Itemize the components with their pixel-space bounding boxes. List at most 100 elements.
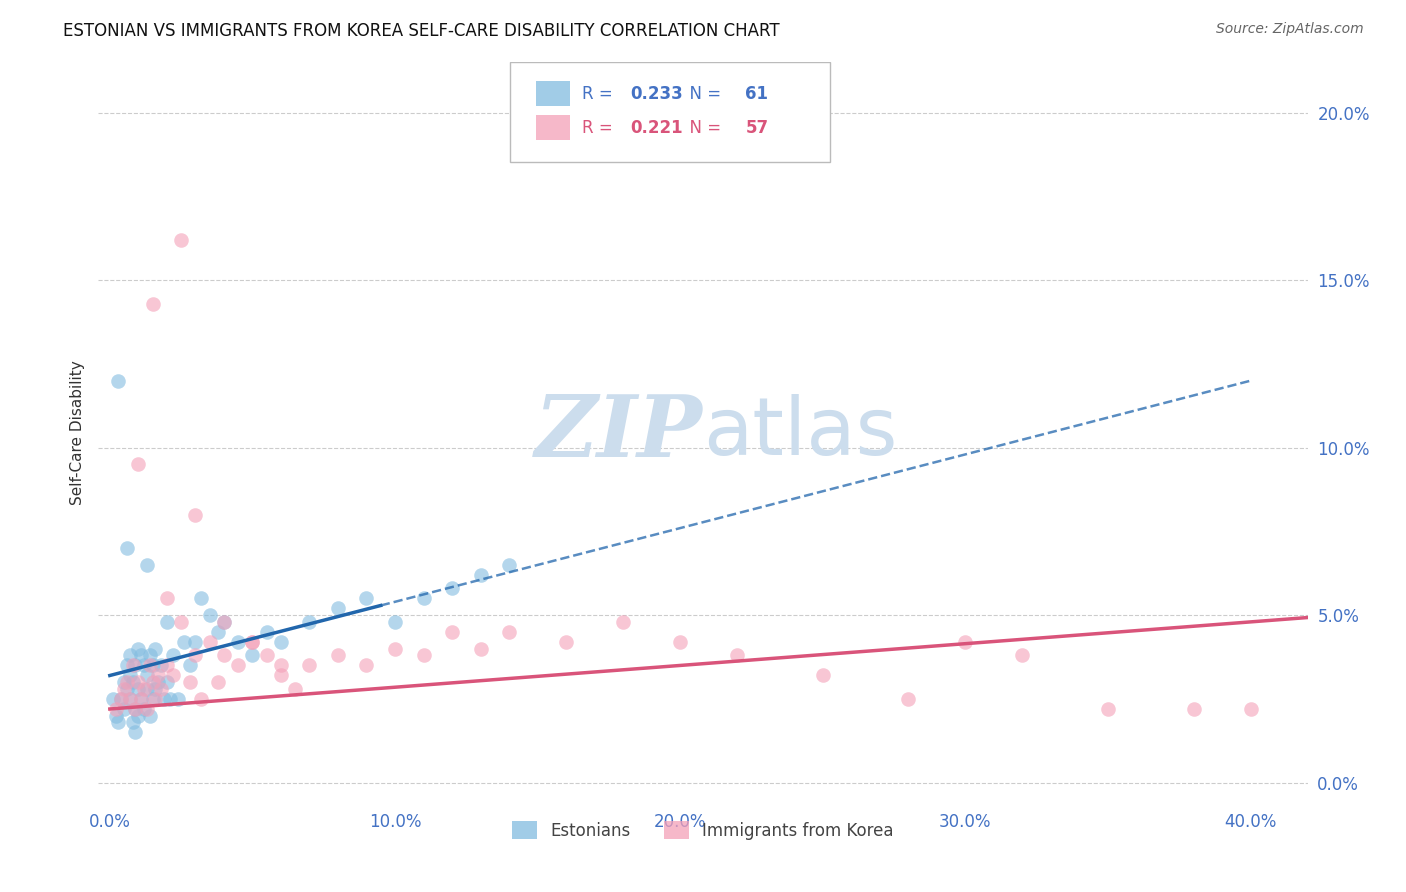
Point <box>298 658 321 673</box>
Point <box>142 675 165 690</box>
Point <box>184 648 207 663</box>
Point <box>135 558 157 572</box>
Point <box>498 624 520 639</box>
Point <box>811 668 834 682</box>
Point <box>145 641 167 656</box>
Point <box>669 635 692 649</box>
Point <box>498 558 520 572</box>
Text: N =: N = <box>679 119 725 136</box>
Point <box>356 591 378 606</box>
FancyBboxPatch shape <box>509 62 830 162</box>
Point <box>207 624 229 639</box>
Point <box>955 635 977 649</box>
Point <box>1239 702 1261 716</box>
Point <box>142 658 165 673</box>
Point <box>139 708 162 723</box>
Point <box>190 692 212 706</box>
Text: atlas: atlas <box>703 393 897 472</box>
Point <box>298 615 321 629</box>
Point <box>162 668 184 682</box>
Point <box>184 508 207 522</box>
Point <box>118 668 141 682</box>
Point <box>242 635 264 649</box>
Point <box>555 635 578 649</box>
Point <box>124 702 146 716</box>
Point <box>167 692 190 706</box>
Point <box>110 692 132 706</box>
Point <box>139 648 162 663</box>
Point <box>129 692 152 706</box>
Point <box>127 641 149 656</box>
Point <box>148 675 170 690</box>
Point <box>118 692 141 706</box>
Point <box>212 615 235 629</box>
Point <box>212 615 235 629</box>
Text: N =: N = <box>679 85 725 103</box>
Point <box>129 648 152 663</box>
Point <box>470 568 492 582</box>
Point <box>226 635 249 649</box>
Point <box>441 582 464 596</box>
Point <box>115 675 138 690</box>
Point <box>384 615 406 629</box>
Point <box>897 692 920 706</box>
Point <box>412 648 434 663</box>
Text: R =: R = <box>582 85 619 103</box>
Point <box>148 668 170 682</box>
Point <box>1097 702 1119 716</box>
Point <box>115 658 138 673</box>
Point <box>112 681 135 696</box>
Point <box>256 624 278 639</box>
Point <box>118 648 141 663</box>
Point <box>384 641 406 656</box>
Point <box>725 648 748 663</box>
Point <box>170 615 193 629</box>
Point <box>156 658 179 673</box>
Point <box>412 591 434 606</box>
Text: Source: ZipAtlas.com: Source: ZipAtlas.com <box>1216 22 1364 37</box>
Point <box>132 681 155 696</box>
Point <box>256 648 278 663</box>
Text: 0.221: 0.221 <box>630 119 683 136</box>
Point <box>156 675 179 690</box>
Text: ESTONIAN VS IMMIGRANTS FROM KOREA SELF-CARE DISABILITY CORRELATION CHART: ESTONIAN VS IMMIGRANTS FROM KOREA SELF-C… <box>63 22 780 40</box>
Point <box>284 681 307 696</box>
Point <box>115 541 138 556</box>
Point <box>132 658 155 673</box>
Text: ZIP: ZIP <box>536 391 703 475</box>
Point <box>127 708 149 723</box>
Point <box>135 681 157 696</box>
Y-axis label: Self-Care Disability: Self-Care Disability <box>69 360 84 505</box>
Point <box>470 641 492 656</box>
Point <box>145 692 167 706</box>
Text: 0.233: 0.233 <box>630 85 683 103</box>
Point <box>326 601 349 615</box>
Point <box>129 692 152 706</box>
Point <box>124 725 146 739</box>
Text: R =: R = <box>582 119 619 136</box>
Point <box>198 608 221 623</box>
Point <box>179 658 201 673</box>
Point <box>1011 648 1033 663</box>
Point <box>190 591 212 606</box>
Point <box>115 681 138 696</box>
Point <box>270 635 292 649</box>
Point <box>121 658 143 673</box>
Point <box>101 692 124 706</box>
Point <box>112 702 135 716</box>
Point <box>179 675 201 690</box>
Point <box>270 658 292 673</box>
Point <box>124 702 146 716</box>
Point <box>242 648 264 663</box>
Text: 57: 57 <box>745 119 769 136</box>
Point <box>142 692 165 706</box>
Point <box>156 615 179 629</box>
Point <box>1182 702 1205 716</box>
Point <box>110 692 132 706</box>
Point <box>207 675 229 690</box>
Point <box>159 692 181 706</box>
Point <box>127 675 149 690</box>
Point <box>441 624 464 639</box>
Point <box>127 458 149 472</box>
Point <box>162 648 184 663</box>
